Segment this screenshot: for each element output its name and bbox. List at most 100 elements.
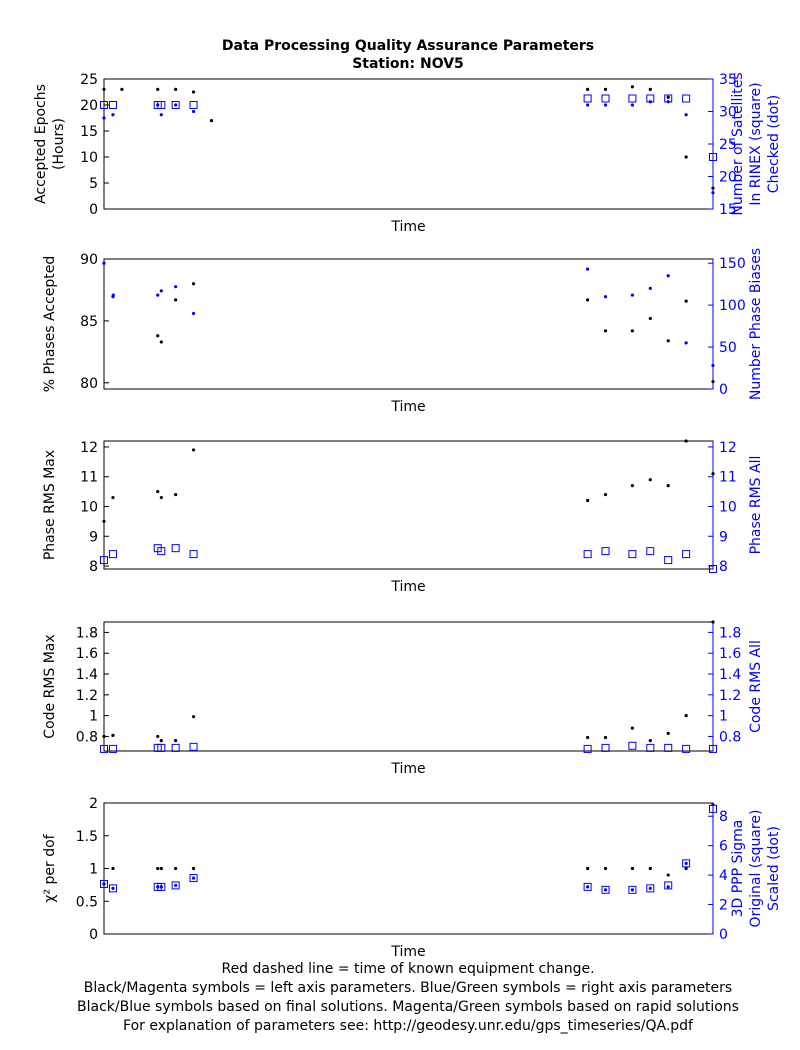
x-axis-label: Time (390, 761, 425, 777)
data-square-right (583, 550, 592, 559)
right-tick-label: 30 (719, 105, 737, 121)
data-square-right (583, 94, 592, 103)
right-axis-label: Scaled (dot) (766, 826, 782, 911)
data-square-right (682, 94, 691, 103)
footer-line-2: Black/Magenta symbols = left axis parame… (83, 980, 733, 996)
right-tick-label: 35 (719, 72, 737, 88)
data-dot-right (630, 293, 634, 297)
data-dot-left (684, 714, 688, 718)
data-dot-left (174, 492, 178, 497)
data-dot-left (159, 738, 163, 743)
right-tick-label: 1.6 (719, 646, 741, 662)
data-square-right (682, 859, 691, 868)
data-dot-right (586, 885, 590, 889)
data-dot-left (111, 495, 115, 500)
data-dot-right (630, 103, 634, 107)
right-tick-label: 8 (719, 809, 728, 825)
data-dot-left (666, 873, 670, 877)
data-square-right (628, 885, 637, 894)
data-square-right (628, 741, 637, 750)
data-dot-left (174, 298, 178, 302)
data-dot-left (666, 484, 670, 488)
data-dot-left (111, 733, 115, 737)
data-square-right (601, 547, 610, 556)
data-square-right (664, 881, 673, 890)
left-tick-label: 0 (89, 927, 98, 943)
data-square-right (100, 744, 108, 753)
data-dot-left (102, 734, 106, 739)
data-dot-left (630, 866, 634, 871)
left-tick-label: 1 (89, 709, 98, 725)
data-dot-right (174, 103, 178, 107)
data-square-right (171, 101, 180, 109)
left-tick-label: 1.6 (76, 646, 98, 662)
left-tick-label: 10 (80, 150, 98, 166)
left-axis-label: (Hours) (51, 118, 67, 170)
data-dot-right (648, 286, 652, 290)
right-tick-label: 1 (719, 709, 728, 725)
x-axis-label: Time (390, 944, 425, 960)
left-axis-label: % Phases Accepted (42, 256, 58, 393)
left-axis-label: Phase RMS Max (42, 450, 58, 560)
plot-frame (103, 258, 714, 390)
data-square-right (100, 101, 108, 109)
data-dot-left (159, 495, 163, 500)
data-dot-left (603, 735, 608, 740)
right-axis-label: In RINEX (square) (748, 82, 764, 205)
data-square-right (646, 743, 655, 752)
right-tick-label: 0 (719, 382, 728, 398)
data-dot-left (603, 329, 608, 333)
data-square-right (628, 550, 637, 559)
data-square-right (583, 744, 592, 753)
data-dot-right (603, 103, 608, 107)
x-axis-label: Time (390, 399, 425, 415)
plot-frame (103, 440, 714, 570)
data-dot-left (111, 866, 115, 871)
data-dot-right (111, 113, 115, 117)
right-tick-label: 8 (719, 559, 728, 575)
data-dot-left (684, 155, 688, 159)
data-dot-left (174, 866, 178, 871)
data-square-right (709, 153, 717, 161)
data-square-right (646, 547, 655, 556)
data-dot-left (191, 90, 196, 94)
data-dot-right (102, 882, 106, 886)
right-tick-label: 100 (719, 298, 746, 314)
right-tick-label: 4 (719, 868, 728, 884)
data-square-right (601, 885, 610, 894)
data-dot-right (711, 363, 715, 368)
x-axis-label: Time (390, 219, 425, 235)
data-dot-left (174, 738, 178, 743)
right-tick-label: 15 (719, 202, 737, 218)
left-tick-label: 1.2 (76, 688, 98, 704)
left-tick-label: 2 (89, 796, 98, 812)
data-square-right (100, 556, 108, 565)
data-dot-left (630, 85, 634, 89)
left-tick-label: 9 (89, 529, 98, 545)
right-tick-label: 2 (719, 898, 728, 914)
left-tick-label: 90 (80, 252, 98, 268)
data-dot-left (666, 339, 670, 343)
data-dot-left (648, 87, 652, 91)
left-tick-label: 10 (80, 499, 98, 515)
data-dot-right (603, 888, 608, 892)
data-dot-left (684, 439, 688, 443)
data-dot-right (603, 295, 608, 299)
data-dot-left (191, 282, 196, 286)
data-dot-right (648, 886, 652, 890)
left-tick-label: 20 (80, 98, 98, 114)
data-dot-left (586, 87, 590, 91)
data-dot-right (684, 113, 688, 117)
left-axis-label: Accepted Epochs (33, 84, 49, 204)
right-tick-label: 10 (719, 499, 737, 515)
data-dot-right (711, 191, 715, 195)
left-tick-label: 8 (89, 559, 98, 575)
data-square-right (171, 544, 180, 553)
data-dot-left (586, 866, 590, 871)
data-square-right (682, 550, 691, 559)
data-square-right (171, 743, 180, 752)
panel-3: 8 9 10 11 12 8 9 10 11 12 Time Phase RMS Max Phase R… (42, 439, 764, 595)
left-tick-label: 80 (80, 376, 98, 392)
left-tick-label: 1.4 (76, 667, 98, 683)
data-square-right (189, 742, 198, 751)
